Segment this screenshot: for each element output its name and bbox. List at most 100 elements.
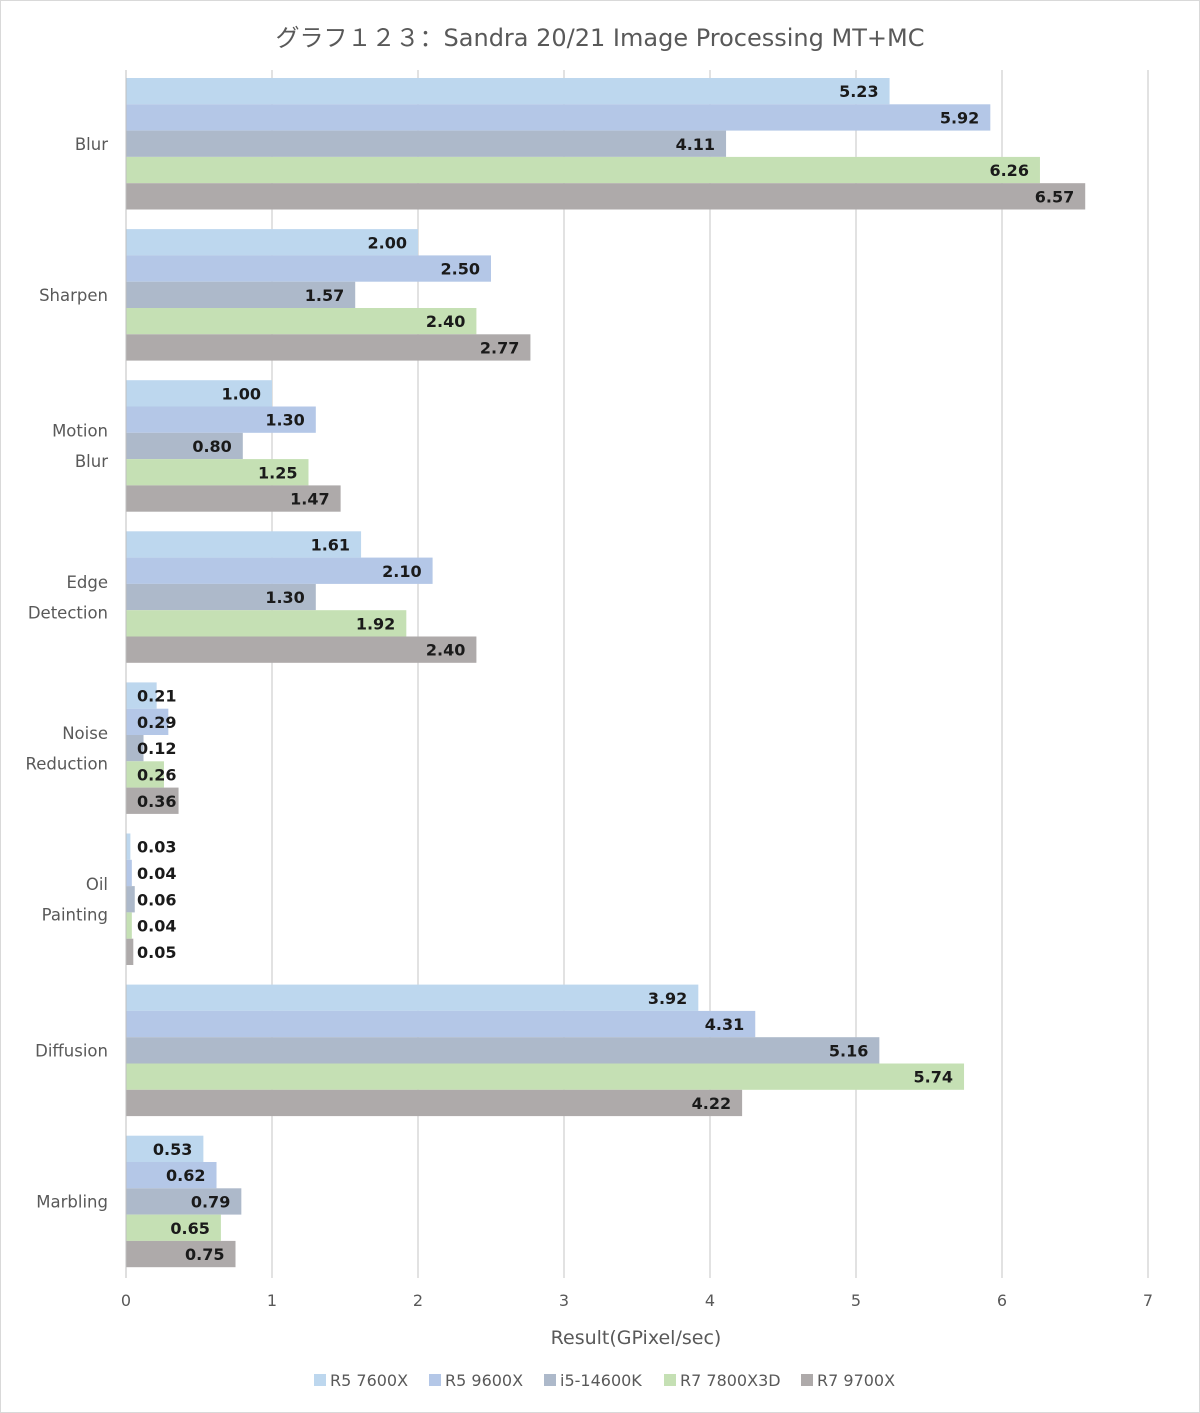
x-tick-label: 0 (121, 1291, 131, 1310)
data-label: 0.65 (170, 1219, 209, 1238)
data-label: 0.04 (137, 864, 176, 883)
data-label: 0.04 (137, 917, 176, 936)
legend-label: R7 9700X (817, 1371, 895, 1390)
x-axis-title: Result(GPixel/sec) (551, 1327, 722, 1349)
bar (126, 406, 316, 433)
data-label: 1.57 (305, 286, 344, 305)
data-label: 2.40 (426, 641, 465, 660)
data-label: 0.62 (166, 1166, 205, 1185)
data-label: 2.50 (441, 260, 480, 279)
bar (126, 380, 272, 407)
bar (126, 1162, 217, 1189)
bar (126, 1037, 880, 1064)
data-label: 1.92 (356, 614, 395, 633)
data-label: 0.36 (137, 792, 176, 811)
bar (126, 1188, 242, 1215)
data-label: 0.29 (137, 713, 176, 732)
category-label: Oil (86, 875, 108, 894)
category-labels: Blur Sharpen Motion Blur Edge Detection Noise R… (26, 135, 109, 1212)
data-label: 4.11 (676, 135, 715, 154)
x-tick-label: 1 (267, 1291, 277, 1310)
bar (126, 761, 164, 788)
bar (126, 735, 144, 762)
data-label: 0.80 (192, 437, 231, 456)
x-tick-label: 2 (413, 1291, 423, 1310)
data-label: 2.10 (382, 562, 421, 581)
data-label: 2.77 (480, 338, 519, 357)
bar (126, 229, 418, 256)
data-label: 0.53 (153, 1140, 192, 1159)
data-label: 0.75 (185, 1245, 224, 1264)
data-label: 1.30 (265, 588, 304, 607)
bar (126, 557, 433, 584)
category-label: Marbling (36, 1192, 108, 1211)
bar (126, 156, 1040, 184)
bar (126, 984, 699, 1011)
bar (126, 1010, 756, 1038)
data-label: 0.12 (137, 739, 176, 758)
bars (126, 78, 1086, 1268)
data-label: 6.26 (989, 161, 1028, 180)
data-label: 1.47 (290, 490, 329, 509)
bar (126, 1214, 221, 1241)
data-label: 6.57 (1035, 187, 1074, 206)
legend-label: R5 9600X (445, 1371, 523, 1390)
bar (126, 78, 890, 105)
category-label: Painting (42, 906, 108, 925)
x-tick-label: 3 (559, 1291, 569, 1310)
legend-label: R5 7600X (330, 1371, 408, 1390)
x-tick-label: 4 (705, 1291, 715, 1310)
data-label: 2.00 (368, 233, 407, 252)
bar (126, 859, 132, 887)
data-label: 0.21 (137, 687, 176, 706)
legend-swatch (314, 1374, 326, 1386)
bar (126, 787, 179, 814)
bar (126, 104, 991, 131)
data-labels: 5.23 5.92 4.11 6.26 6.57 2.00 2.50 1.57 2.40 2.77… (137, 82, 1074, 1264)
category-label: Diffusion (35, 1041, 108, 1060)
data-label: 1.00 (222, 384, 261, 403)
bar (126, 432, 243, 460)
data-label: 0.05 (137, 943, 176, 962)
bar (126, 708, 169, 735)
bar (126, 938, 134, 965)
data-label: 4.31 (705, 1015, 744, 1034)
bar (126, 583, 316, 611)
x-tick-label: 6 (997, 1291, 1007, 1310)
data-label: 0.26 (137, 765, 176, 784)
bar (126, 682, 157, 709)
x-tick-label: 5 (851, 1291, 861, 1310)
data-label: 0.03 (137, 838, 176, 857)
category-label: Blur (75, 452, 108, 471)
bar (126, 833, 131, 860)
bar (126, 459, 309, 486)
bar (126, 886, 135, 913)
bar (126, 912, 132, 939)
legend-label: R7 7800X3D (680, 1371, 781, 1390)
data-label: 5.23 (839, 82, 878, 101)
data-label: 1.25 (258, 463, 297, 482)
bar (126, 281, 356, 308)
bar (126, 130, 727, 157)
bar (126, 1240, 236, 1268)
category-label: Motion (52, 422, 108, 441)
category-label: Reduction (26, 754, 108, 773)
data-label: 5.16 (829, 1041, 868, 1060)
data-label: 5.74 (914, 1068, 953, 1087)
legend: R5 7600X R5 9600X i5-14600K R7 7800X3D R7 97… (314, 1371, 895, 1390)
bar (126, 183, 1086, 210)
data-label: 3.92 (648, 989, 687, 1008)
data-label: 5.92 (940, 108, 979, 127)
bar (126, 334, 531, 361)
bar (126, 485, 341, 512)
category-label: Edge (66, 573, 108, 592)
data-label: 0.79 (191, 1192, 230, 1211)
legend-swatch (801, 1374, 813, 1386)
category-label: Detection (28, 603, 108, 622)
bar (126, 636, 477, 663)
legend-label: i5-14600K (560, 1371, 642, 1390)
legend-swatch (429, 1374, 441, 1386)
x-tick-label: 7 (1143, 1291, 1153, 1310)
